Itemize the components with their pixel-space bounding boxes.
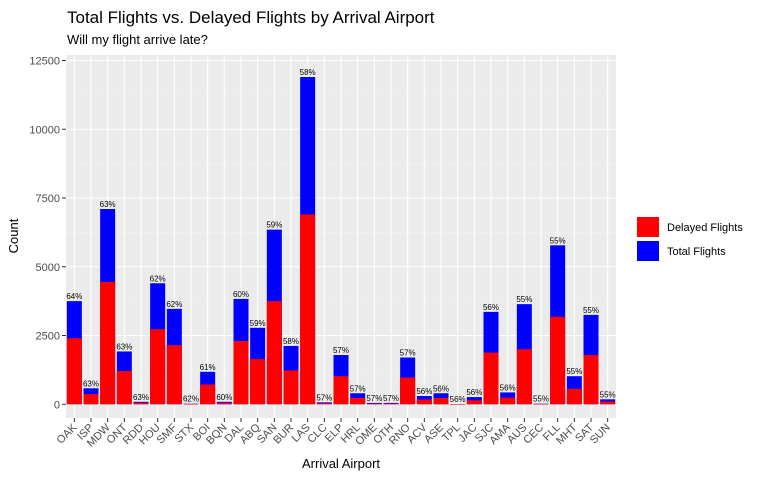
bar-delayed-clc [316, 403, 332, 405]
bar-label-bqn: 60% [216, 393, 232, 402]
bar-delayed-hou [150, 329, 166, 405]
bar-label-aus: 55% [516, 295, 532, 304]
bar-label-stx: 62% [183, 395, 199, 404]
bar-label-cec: 55% [533, 395, 549, 404]
bar-label-acv: 56% [416, 387, 432, 396]
bar-delayed-mdw [100, 281, 116, 405]
bar-label-abq: 59% [250, 319, 266, 328]
grid-lines [66, 55, 616, 418]
bar-delayed-dal [233, 341, 249, 405]
bar-delayed-san [266, 301, 282, 405]
y-tick-label: 0 [54, 399, 60, 411]
bar-delayed-smf [166, 345, 182, 405]
bar-label-hrl: 57% [350, 384, 366, 393]
bar-label-sun: 55% [600, 390, 616, 399]
bar-label-sat: 55% [583, 306, 599, 315]
bar-delayed-acv [416, 399, 432, 405]
bar-label-bur: 58% [283, 337, 299, 346]
bar-delayed-bqn [216, 402, 232, 405]
bars [66, 77, 616, 405]
y-tick-label: 2500 [36, 331, 60, 343]
x-axis-title: Arrival Airport [302, 456, 380, 471]
bar-label-rdd: 63% [133, 393, 149, 402]
y-tick-label: 7500 [36, 193, 60, 205]
bar-delayed-boi [200, 384, 216, 405]
chart-title: Total Flights vs. Delayed Flights by Arr… [67, 8, 435, 27]
bar-delayed-tpl [450, 404, 466, 405]
bar-delayed-hrl [350, 397, 366, 405]
bar-delayed-rdd [133, 402, 149, 405]
bar-label-ama: 56% [500, 383, 516, 392]
bar-delayed-isp [83, 394, 99, 405]
bar-label-sjc: 56% [483, 303, 499, 312]
bar-label-fll: 55% [550, 236, 566, 245]
bar-label-oak: 64% [66, 292, 82, 301]
bar-label-ont: 63% [116, 342, 132, 351]
bar-delayed-aus [516, 349, 532, 405]
bar-delayed-oak [66, 338, 82, 405]
bar-label-boi: 61% [200, 363, 216, 372]
bar-delayed-oth [383, 403, 399, 405]
bar-delayed-jac [466, 400, 482, 405]
y-tick-label: 12500 [29, 56, 60, 68]
bar-label-san: 59% [266, 221, 282, 230]
bar-delayed-sun [600, 401, 616, 405]
bar-delayed-las [300, 214, 316, 405]
bar-delayed-elp [333, 376, 349, 405]
bar-delayed-rno [400, 377, 416, 405]
x-tick-label-sun: SUN [588, 422, 613, 447]
bar-label-ome: 57% [366, 394, 382, 403]
bar-delayed-abq [250, 359, 266, 405]
y-axis-title: Count [6, 218, 21, 253]
bar-label-ase: 56% [433, 384, 449, 393]
bar-delayed-bur [283, 370, 299, 405]
bar-label-jac: 56% [466, 388, 482, 397]
y-axis: 0 2500 5000 7500 10000 12500 [29, 56, 66, 411]
bar-delayed-ase [433, 398, 449, 405]
bar-label-tpl: 56% [450, 395, 466, 404]
bar-label-isp: 63% [83, 379, 99, 388]
bar-delayed-mht [566, 388, 582, 405]
bar-label-elp: 57% [333, 346, 349, 355]
chart-subtitle: Will my flight arrive late? [67, 32, 208, 47]
legend-swatch-total [637, 241, 659, 261]
bar-delayed-ont [116, 370, 132, 405]
bar-label-hou: 62% [150, 274, 166, 283]
bar-delayed-stx [183, 403, 199, 405]
y-tick-label: 5000 [36, 262, 60, 274]
bar-labels: 64% 63% 63% 63% 63% 62% 62% 62% 61% 60% 60% 59% 59% 5… [66, 68, 615, 404]
legend: Delayed Flights Total Flights [637, 217, 743, 261]
bar-label-dal: 60% [233, 290, 249, 299]
x-axis: OAKISPMDWONTRDDHOUSMFSTXBOIBQNDALABQSANB… [55, 418, 613, 450]
bar-label-mht: 55% [566, 367, 582, 376]
bar-delayed-sjc [483, 352, 499, 405]
bar-delayed-ama [500, 397, 516, 405]
legend-swatch-delayed [637, 217, 659, 237]
bar-label-smf: 62% [166, 300, 182, 309]
bar-delayed-sat [583, 355, 599, 405]
bar-label-rno: 57% [400, 349, 416, 358]
bar-delayed-fll [550, 316, 566, 405]
y-tick-label: 10000 [29, 124, 60, 136]
bar-delayed-cec [533, 403, 549, 405]
bar-label-mdw: 63% [100, 200, 116, 209]
legend-label-total: Total Flights [667, 246, 726, 258]
bar-label-oth: 57% [383, 394, 399, 403]
bar-delayed-ome [366, 403, 382, 405]
legend-label-delayed: Delayed Flights [667, 222, 743, 234]
bar-label-las: 58% [300, 68, 316, 77]
bar-label-clc: 57% [316, 393, 332, 402]
